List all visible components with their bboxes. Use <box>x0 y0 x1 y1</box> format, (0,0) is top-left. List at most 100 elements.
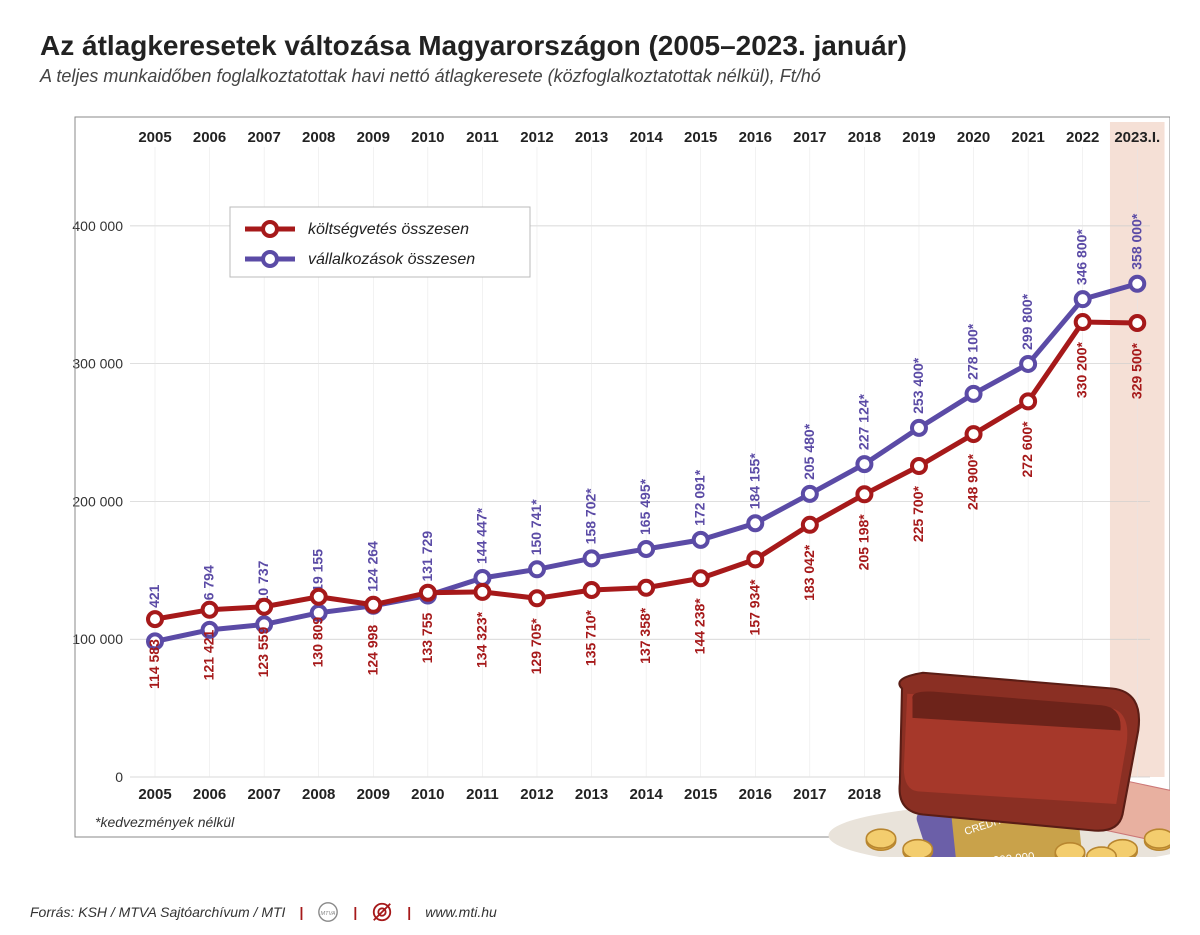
data-marker <box>257 600 271 614</box>
value-label: 329 500* <box>1128 342 1144 399</box>
value-label: 205 480* <box>801 423 817 480</box>
value-label-group: 225 700* <box>910 485 926 542</box>
data-marker <box>1130 316 1144 330</box>
value-label-group: 114 583 <box>146 639 162 689</box>
value-label: 150 741* <box>528 499 544 556</box>
value-label-group: 272 600* <box>1019 421 1035 478</box>
value-label: 124 998 <box>364 625 380 676</box>
data-marker <box>585 551 599 565</box>
value-label-group: 227 124* <box>855 393 871 450</box>
data-marker <box>475 585 489 599</box>
xtick-bottom: 2015 <box>684 786 717 803</box>
value-label: 165 495* <box>637 478 653 535</box>
value-label-group: 172 091* <box>692 469 708 526</box>
data-marker <box>585 583 599 597</box>
xtick-bottom: 2009 <box>357 786 390 803</box>
data-marker <box>639 581 653 595</box>
value-label-group: 134 323* <box>473 611 489 668</box>
value-label: 134 323* <box>473 611 489 668</box>
data-marker <box>967 427 981 441</box>
ytick-label: 0 <box>115 769 123 785</box>
value-label-group: 157 934* <box>746 579 762 636</box>
data-marker <box>312 590 326 604</box>
value-label-group: 150 741* <box>528 499 544 556</box>
value-label-group: 129 705* <box>528 618 544 675</box>
data-marker <box>912 459 926 473</box>
data-marker <box>857 487 871 501</box>
xtick-top: 2007 <box>247 129 280 146</box>
chart-title: Az átlagkeresetek változása Magyarország… <box>40 30 1170 62</box>
value-label-group: 248 900* <box>965 454 981 511</box>
value-label: 248 900* <box>965 454 981 511</box>
xtick-top: 2021 <box>1011 129 1044 146</box>
xtick-top: 2009 <box>357 129 390 146</box>
value-label-group: 330 200* <box>1074 342 1090 399</box>
data-marker <box>748 516 762 530</box>
xtick-bottom: 2010 <box>411 786 444 803</box>
value-label-group: 158 702* <box>583 488 599 545</box>
value-label-group: 144 238* <box>692 598 708 655</box>
value-label: 135 710* <box>583 609 599 666</box>
xtick-top: 2020 <box>957 129 990 146</box>
value-label: 184 155* <box>746 453 762 510</box>
line-chart: 0100 000200 000300 000400 00020052005200… <box>30 97 1170 857</box>
data-marker <box>530 591 544 605</box>
value-label: 158 702* <box>583 488 599 545</box>
xtick-top: 2022 <box>1066 129 1099 146</box>
xtick-bottom: 2013 <box>575 786 608 803</box>
value-label: 130 809 <box>310 617 326 668</box>
data-marker <box>694 571 708 585</box>
value-label: 183 042* <box>801 544 817 601</box>
xtick-top: 2019 <box>902 129 935 146</box>
value-label-group: 137 358* <box>637 607 653 664</box>
data-marker <box>148 612 162 626</box>
value-label-group: 329 500* <box>1128 342 1144 399</box>
data-marker <box>1076 292 1090 306</box>
value-label-group: 133 755 <box>419 613 435 664</box>
value-label-group: 130 809 <box>310 617 326 668</box>
mti-icon <box>371 901 393 923</box>
value-label: 129 705* <box>528 618 544 675</box>
xtick-top: 2008 <box>302 129 335 146</box>
value-label: 131 729 <box>419 531 435 582</box>
value-label-group: 124 264 <box>364 541 380 592</box>
xtick-top: 2014 <box>629 129 663 146</box>
legend-label: vállalkozások összesen <box>308 251 475 268</box>
value-label-group: 123 559 <box>255 627 271 678</box>
data-marker <box>857 457 871 471</box>
legend-label: költségvetés összesen <box>308 221 469 238</box>
data-marker <box>203 603 217 617</box>
value-label-group: 299 800* <box>1019 293 1035 350</box>
footer-sep: | <box>353 904 357 920</box>
data-marker <box>421 586 435 600</box>
xtick-top: 2023.I. <box>1114 129 1160 146</box>
value-label: 144 238* <box>692 598 708 655</box>
xtick-bottom: 2008 <box>302 786 335 803</box>
data-marker <box>475 571 489 585</box>
value-label: 299 800* <box>1019 293 1035 350</box>
value-label: 144 447* <box>473 507 489 564</box>
ytick-label: 300 000 <box>72 356 123 372</box>
value-label: 225 700* <box>910 485 926 542</box>
value-label: 121 421 <box>201 629 217 680</box>
value-label-group: 278 100* <box>965 323 981 380</box>
xtick-bottom: 2017 <box>793 786 826 803</box>
wallet-illustration: 000 000CREDIT C <box>829 673 1171 857</box>
footer: Forrás: KSH / MTVA Sajtóarchívum / MTI |… <box>30 901 1170 923</box>
value-label: 253 400* <box>910 357 926 414</box>
mtva-icon: MTVA <box>317 901 339 923</box>
data-marker <box>803 518 817 532</box>
value-label-group: 144 447* <box>473 507 489 564</box>
value-label: 330 200* <box>1074 342 1090 399</box>
value-label-group: 124 998 <box>364 625 380 676</box>
xtick-bottom: 2018 <box>848 786 881 803</box>
xtick-top: 2015 <box>684 129 717 146</box>
value-label: 114 583 <box>146 639 162 689</box>
value-label: 358 000* <box>1128 213 1144 270</box>
ytick-label: 100 000 <box>72 631 123 647</box>
xtick-top: 2010 <box>411 129 444 146</box>
xtick-top: 2013 <box>575 129 608 146</box>
footer-url: www.mti.hu <box>425 904 497 920</box>
data-marker <box>1076 315 1090 329</box>
chart-subtitle: A teljes munkaidőben foglalkoztatottak h… <box>40 66 1170 87</box>
